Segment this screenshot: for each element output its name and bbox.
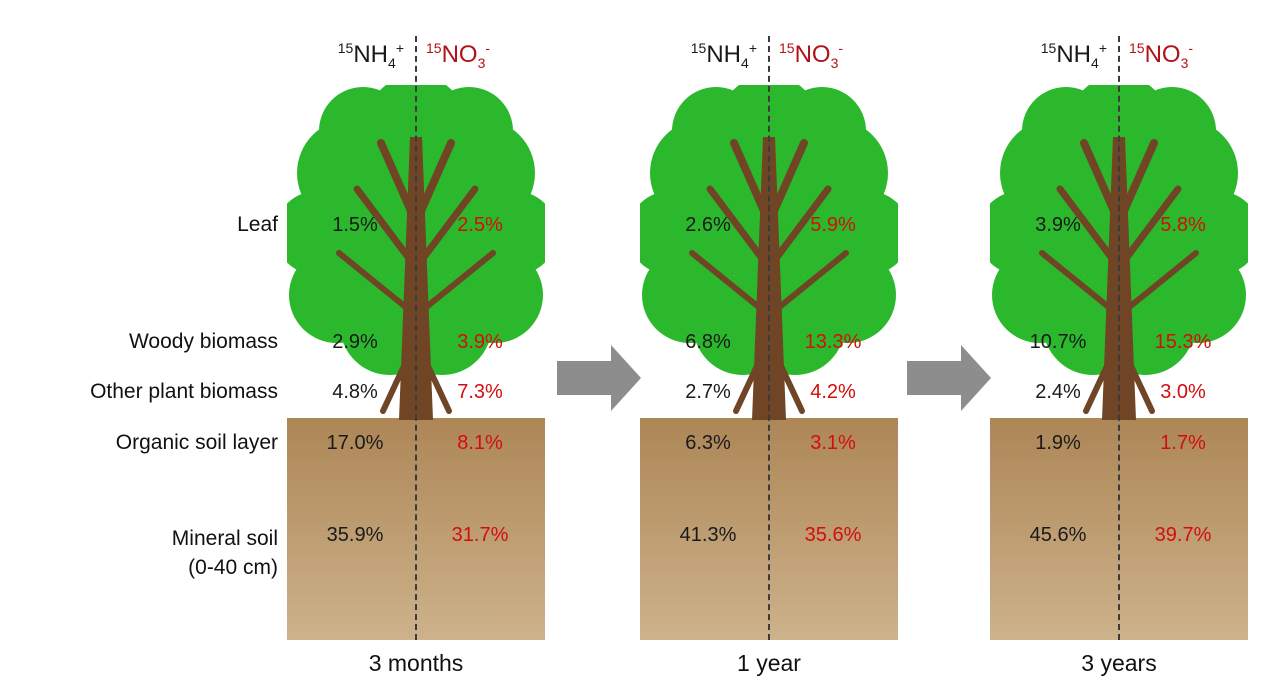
tracer-header: 15NH4+ 15NO3- bbox=[287, 30, 545, 71]
arrow-right-icon bbox=[557, 345, 641, 411]
organic-nh4-value: 17.0% bbox=[326, 432, 384, 454]
leaf-no3-value: 5.9% bbox=[810, 214, 856, 236]
leaf-no3-value: 5.8% bbox=[1160, 214, 1206, 236]
tracer-header: 15NH4+ 15NO3- bbox=[990, 30, 1248, 71]
other-nh4-value: 2.4% bbox=[1035, 381, 1081, 403]
row-label-woody-biomass: Woody biomass bbox=[128, 330, 278, 353]
nh4-label: 15NH4+ bbox=[1040, 40, 1107, 71]
other-no3-value: 4.2% bbox=[810, 381, 856, 403]
other-no3-value: 7.3% bbox=[457, 381, 503, 403]
panel-1-year: 15NH4+ 15NO3- 2.6% 5.9% 6.8% 13.3% 2.7% … bbox=[640, 0, 898, 698]
woody-nh4-value: 6.8% bbox=[685, 331, 731, 353]
time-label-1-year: 1 year bbox=[737, 650, 801, 676]
divider-dashed-line bbox=[415, 36, 417, 640]
arrow-right-icon bbox=[907, 345, 991, 411]
row-label-mineral-soil: Mineral soil (0-40 cm) bbox=[0, 524, 278, 582]
mineral-soil-line1: Mineral soil bbox=[171, 527, 278, 550]
row-label-leaf: Leaf bbox=[237, 213, 278, 236]
tracer-header: 15NH4+ 15NO3- bbox=[640, 30, 898, 71]
leaf-nh4-value: 3.9% bbox=[1035, 214, 1081, 236]
row-label-other-plant-biomass: Other plant biomass bbox=[90, 380, 278, 403]
woody-nh4-value: 2.9% bbox=[332, 331, 378, 353]
other-nh4-value: 2.7% bbox=[685, 381, 731, 403]
leaf-nh4-value: 2.6% bbox=[685, 214, 731, 236]
woody-nh4-value: 10.7% bbox=[1029, 331, 1087, 353]
no3-label: 15NO3- bbox=[779, 40, 844, 71]
leaf-nh4-value: 1.5% bbox=[332, 214, 378, 236]
panel-3-years: 15NH4+ 15NO3- 3.9% 5.8% 10.7% 15.3% 2.4%… bbox=[990, 0, 1248, 698]
mineral-no3-value: 31.7% bbox=[451, 524, 509, 546]
organic-no3-value: 8.1% bbox=[457, 432, 503, 454]
nh4-label: 15NH4+ bbox=[337, 40, 404, 71]
other-no3-value: 3.0% bbox=[1160, 381, 1206, 403]
no3-label: 15NO3- bbox=[426, 40, 491, 71]
mineral-nh4-value: 45.6% bbox=[1029, 524, 1087, 546]
organic-nh4-value: 1.9% bbox=[1035, 432, 1081, 454]
mineral-no3-value: 39.7% bbox=[1154, 524, 1212, 546]
no3-label: 15NO3- bbox=[1129, 40, 1194, 71]
woody-no3-value: 3.9% bbox=[457, 331, 503, 353]
time-label-3-months: 3 months bbox=[368, 650, 464, 676]
other-nh4-value: 4.8% bbox=[332, 381, 378, 403]
time-label-3-years: 3 years bbox=[1081, 650, 1157, 676]
mineral-soil-line2: (0-40 cm) bbox=[188, 556, 278, 579]
organic-nh4-value: 6.3% bbox=[685, 432, 731, 454]
row-label-organic-soil-layer: Organic soil layer bbox=[115, 431, 278, 454]
mineral-nh4-value: 41.3% bbox=[679, 524, 737, 546]
woody-no3-value: 13.3% bbox=[804, 331, 862, 353]
mineral-nh4-value: 35.9% bbox=[326, 524, 384, 546]
panel-3-months: 15NH4+ 15NO3- 1.5% 2.5% 2.9% 3.9% 4.8% 7… bbox=[287, 0, 545, 698]
organic-no3-value: 3.1% bbox=[810, 432, 856, 454]
divider-dashed-line bbox=[768, 36, 770, 640]
mineral-no3-value: 35.6% bbox=[804, 524, 862, 546]
organic-no3-value: 1.7% bbox=[1160, 432, 1206, 454]
leaf-no3-value: 2.5% bbox=[457, 214, 503, 236]
woody-no3-value: 15.3% bbox=[1154, 331, 1212, 353]
divider-dashed-line bbox=[1118, 36, 1120, 640]
nh4-label: 15NH4+ bbox=[690, 40, 757, 71]
